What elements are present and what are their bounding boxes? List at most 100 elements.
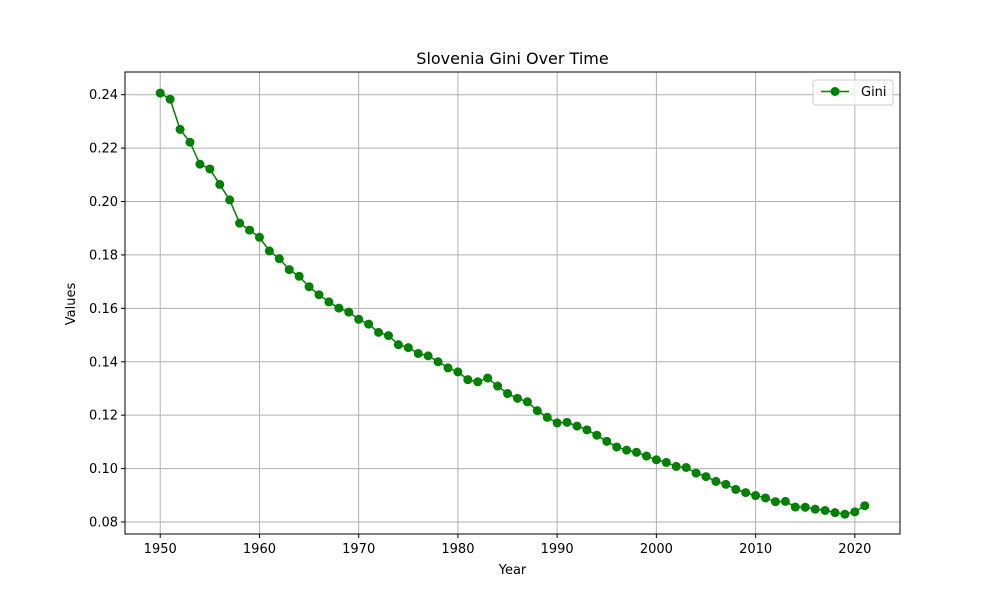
data-point-gini (562, 417, 572, 427)
data-point-gini (235, 218, 245, 228)
data-point-gini (403, 343, 413, 353)
data-point-gini (691, 468, 701, 478)
data-point-gini (364, 319, 374, 329)
data-point-gini (522, 397, 532, 407)
data-point-gini (443, 363, 453, 373)
data-point-gini (274, 254, 284, 264)
y-tick-label: 0.24 (89, 88, 118, 103)
data-point-gini (671, 461, 681, 471)
data-point-gini (294, 271, 304, 281)
data-point-gini (493, 381, 503, 391)
data-point-gini (344, 307, 354, 317)
x-tick-label: 2010 (739, 542, 772, 557)
data-point-gini (413, 348, 423, 358)
x-tick-label: 2020 (838, 542, 871, 557)
x-tick-label: 1970 (342, 542, 375, 557)
data-point-gini (473, 377, 483, 387)
data-point-gini (622, 445, 632, 455)
data-point-gini (264, 246, 274, 256)
x-axis-ticks: 1950 1960 1970 1980 1990 2000 2010 2020 (144, 534, 871, 557)
data-point-gini (721, 479, 731, 489)
data-point-gini (225, 195, 235, 205)
x-tick-label: 1960 (243, 542, 276, 557)
data-point-gini (245, 225, 255, 235)
data-point-gini (711, 476, 721, 486)
x-tick-label: 2000 (640, 542, 673, 557)
data-point-gini (651, 455, 661, 465)
data-point-gini (483, 373, 493, 383)
data-point-gini (850, 507, 860, 517)
data-point-gini (741, 488, 751, 498)
data-point-gini (304, 282, 314, 292)
data-point-gini (552, 418, 562, 428)
data-point-gini (761, 493, 771, 503)
y-tick-label: 0.18 (89, 248, 118, 263)
data-point-gini (800, 502, 810, 512)
data-point-gini (681, 463, 691, 473)
data-point-gini (165, 94, 175, 104)
data-point-gini (661, 457, 671, 467)
legend: Gini (812, 79, 894, 106)
data-point-gini (532, 406, 542, 416)
data-point-gini (254, 232, 264, 242)
data-point-gini (602, 436, 612, 446)
data-point-gini (830, 508, 840, 518)
data-point-gini (185, 137, 195, 147)
data-point-gini (314, 290, 324, 300)
data-point-gini (840, 509, 850, 519)
data-point-gini (612, 442, 622, 452)
chart-title: Slovenia Gini Over Time (416, 49, 608, 68)
data-point-gini (790, 502, 800, 512)
data-point-gini (284, 265, 294, 275)
y-tick-label: 0.10 (89, 462, 118, 477)
data-point-gini (810, 504, 820, 514)
legend-box (812, 79, 894, 106)
x-axis-label: Year (498, 563, 527, 578)
x-tick-label: 1980 (441, 542, 474, 557)
data-point-gini (582, 425, 592, 435)
data-point-gini (354, 314, 364, 324)
legend-marker-gini (830, 87, 840, 96)
data-point-gini (731, 484, 741, 494)
data-point-gini (780, 496, 790, 506)
y-axis-label: Values (64, 283, 79, 326)
data-point-gini (701, 472, 711, 482)
grid-lines (125, 72, 900, 534)
legend-label-gini: Gini (861, 85, 887, 100)
y-tick-label: 0.20 (89, 195, 118, 210)
y-tick-label: 0.22 (89, 142, 118, 157)
data-point-gini (393, 340, 403, 350)
data-point-gini (542, 412, 552, 422)
y-tick-label: 0.12 (89, 409, 118, 424)
y-tick-label: 0.14 (89, 355, 118, 370)
data-point-gini (205, 164, 215, 174)
data-point-gini (592, 430, 602, 440)
data-point-gini (820, 505, 830, 515)
x-tick-label: 1950 (144, 542, 177, 557)
data-point-gini (463, 375, 473, 385)
data-point-gini (503, 389, 513, 399)
data-point-gini (334, 303, 344, 313)
data-point-gini (433, 357, 443, 367)
data-point-gini (453, 367, 463, 377)
data-point-gini (641, 451, 651, 461)
data-point-gini (324, 297, 334, 307)
data-point-gini (155, 88, 165, 98)
series-layer (155, 88, 870, 519)
x-tick-label: 1990 (541, 542, 574, 557)
data-point-gini (383, 331, 393, 341)
data-point-gini (572, 421, 582, 431)
data-point-gini (632, 447, 642, 457)
y-tick-label: 0.08 (89, 515, 118, 530)
data-point-gini (215, 179, 225, 189)
data-point-gini (175, 124, 185, 134)
data-point-gini (374, 327, 384, 337)
data-point-gini (751, 491, 761, 501)
plot-frame (124, 71, 901, 535)
y-tick-label: 0.16 (89, 302, 118, 317)
data-point-gini (860, 501, 870, 511)
data-point-gini (195, 159, 205, 169)
y-axis-ticks: 0.08 0.10 0.12 0.14 0.16 0.18 0.20 0.22 0.24 (89, 88, 125, 530)
data-point-gini (770, 497, 780, 507)
